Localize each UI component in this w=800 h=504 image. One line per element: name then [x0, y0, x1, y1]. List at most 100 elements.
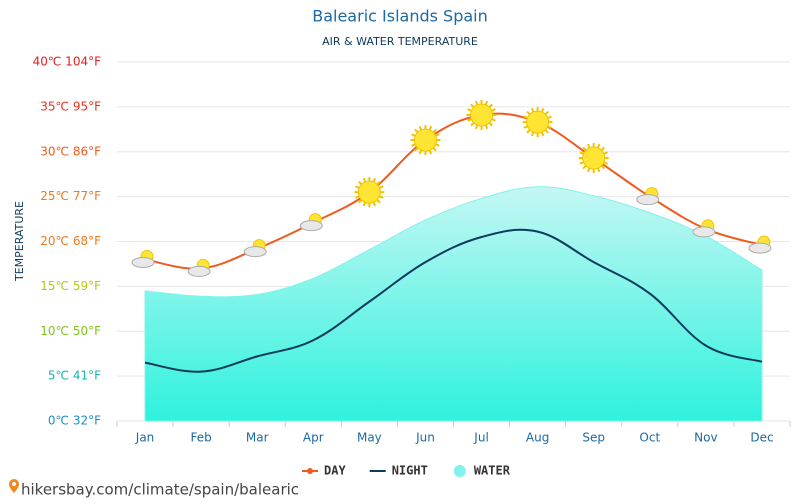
sun-ray [544, 110, 549, 116]
legend-label: WATER [474, 464, 511, 478]
sun-ray [603, 161, 608, 165]
sun-ray [540, 107, 545, 113]
x-tick-label: Oct [639, 431, 660, 445]
cloud [748, 242, 772, 254]
sun-ray [414, 147, 419, 152]
sun-ray [579, 161, 584, 165]
sun-disc [413, 128, 437, 152]
cloud-icon [692, 219, 716, 238]
sun-ray [523, 115, 528, 119]
y-tick-label: 25℃ 77°F [40, 189, 101, 203]
y-tick-label: 30℃ 86°F [40, 144, 101, 158]
cloud-icon [636, 187, 660, 206]
chart-title: Balearic Islands Spain [312, 7, 488, 26]
sun-icon [354, 177, 385, 208]
x-tick-label: Sep [582, 431, 605, 445]
water-area [144, 186, 763, 422]
sun-ray [488, 103, 493, 108]
y-tick-label: 15℃ 59°F [40, 279, 101, 293]
x-tick-label: Jul [473, 431, 488, 445]
sun-ray [372, 201, 377, 207]
sun-ray [379, 195, 384, 199]
cloud [243, 246, 267, 258]
sun-icon [410, 125, 441, 156]
cloud [636, 194, 660, 206]
cloud [692, 226, 716, 238]
legend-label: NIGHT [392, 464, 428, 478]
sun-ray [428, 149, 433, 155]
sun-ray [488, 122, 493, 127]
sun-ray [582, 146, 587, 151]
sun-ray [474, 124, 479, 130]
x-tick-label: Jun [415, 431, 435, 445]
sun-ray [587, 143, 591, 149]
y-tick-label: 5℃ 41°F [48, 369, 101, 383]
night-line [144, 228, 763, 373]
y-tick-label: 0℃ 32°F [48, 414, 101, 428]
x-tick-label: Apr [303, 431, 324, 445]
sun-ray [372, 177, 377, 183]
sun-ray [428, 125, 433, 131]
y-axis-label: TEMPERATURE [13, 201, 26, 282]
sun-ray [362, 177, 367, 183]
sun-icon [522, 107, 553, 138]
cloud [299, 220, 323, 232]
sun-ray [411, 133, 416, 137]
x-tick-label: Dec [750, 431, 773, 445]
legend-label: DAY [324, 464, 346, 478]
sun-ray [435, 133, 440, 137]
sun-ray [526, 129, 531, 134]
x-tick-label: Nov [694, 431, 717, 445]
y-tick-label: 10℃ 50°F [40, 324, 101, 338]
sun-ray [418, 149, 423, 155]
pin-dot [12, 482, 16, 486]
sun-ray [376, 180, 381, 186]
sun-ray [603, 151, 608, 155]
legend-dot [307, 468, 313, 474]
cloud-icon [748, 235, 772, 254]
cloud-icon [299, 213, 323, 232]
cloud [131, 256, 155, 268]
sun-ray [587, 167, 591, 173]
sun-ray [470, 122, 475, 127]
sun-ray [355, 185, 360, 189]
sun-icon [578, 143, 609, 174]
sun-ray [376, 199, 381, 204]
sun-ray [526, 110, 531, 116]
sun-ray [355, 195, 360, 199]
sun-icon [466, 99, 497, 130]
chart-subtitle: AIR & WATER TEMPERATURE [322, 35, 478, 48]
sun-ray [582, 165, 587, 170]
sun-disc [357, 180, 381, 204]
sun-disc [526, 110, 550, 134]
sun-disc [582, 146, 606, 170]
sun-ray [491, 108, 496, 112]
sun-ray [547, 125, 552, 129]
sun-ray [484, 124, 489, 130]
sun-ray [540, 131, 545, 137]
sun-ray [470, 103, 475, 108]
x-tick-label: Feb [191, 431, 212, 445]
sun-ray [432, 128, 437, 134]
sun-ray [544, 129, 549, 134]
sun-ray [484, 100, 489, 106]
sun-ray [358, 199, 363, 204]
cloud-icon [243, 239, 267, 258]
y-tick-label: 40℃ 104°F [33, 55, 101, 69]
y-tick-label: 20℃ 68°F [40, 234, 101, 248]
sun-ray [414, 128, 419, 134]
sun-disc [470, 103, 494, 127]
sun-ray [474, 100, 479, 106]
sun-ray [435, 143, 440, 147]
x-tick-label: Jan [135, 431, 155, 445]
source-link[interactable]: hikersbay.com/climate/spain/balearic [21, 481, 299, 499]
sun-ray [467, 118, 472, 122]
sun-ray [358, 180, 363, 186]
x-tick-label: Mar [246, 431, 269, 445]
sun-ray [467, 108, 472, 112]
sun-ray [596, 167, 601, 173]
sun-ray [432, 147, 437, 152]
sun-ray [600, 165, 606, 170]
sun-ray [418, 125, 423, 131]
